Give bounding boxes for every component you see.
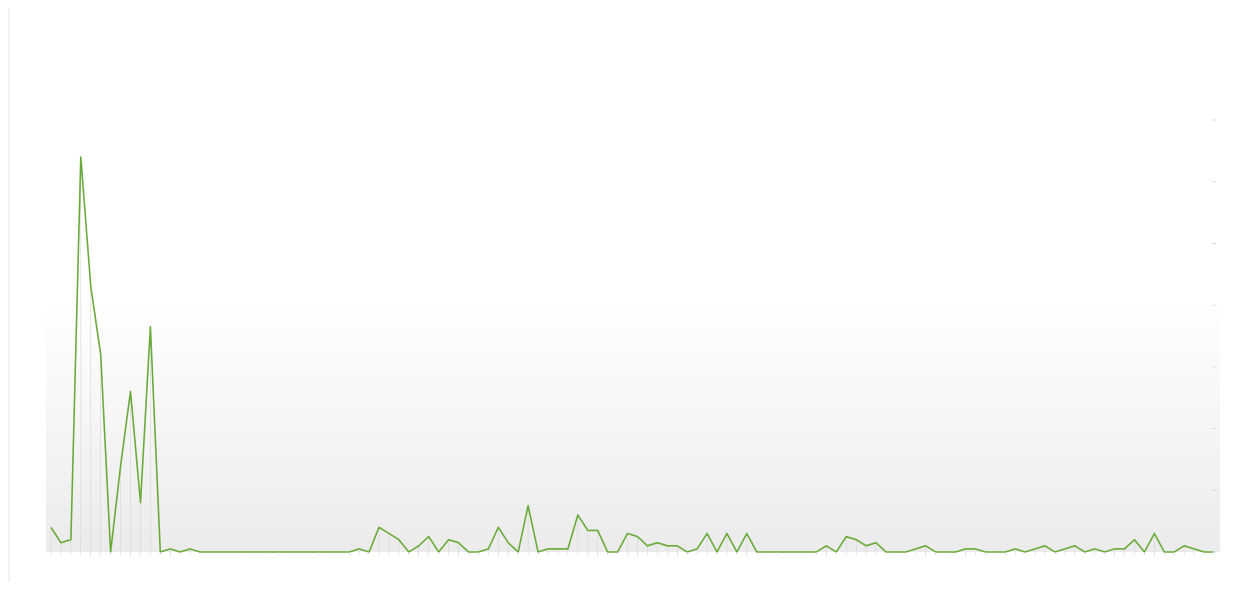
- x-axis-ticks: [50, 552, 1215, 555]
- plot-area-shade: [46, 195, 1220, 552]
- y-axis-ticks: [1212, 119, 1216, 553]
- series-group: [50, 156, 1214, 553]
- drop-lines: [50, 157, 1195, 552]
- series-line: [50, 156, 1214, 553]
